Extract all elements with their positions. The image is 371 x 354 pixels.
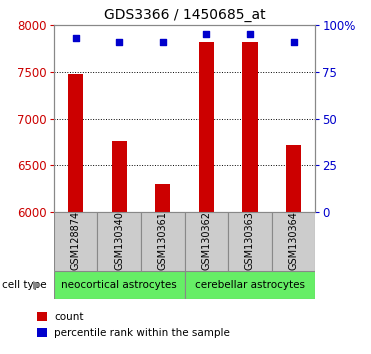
Text: neocortical astrocytes: neocortical astrocytes bbox=[61, 280, 177, 290]
Text: GSM130362: GSM130362 bbox=[201, 211, 211, 270]
Text: GSM128874: GSM128874 bbox=[70, 211, 81, 270]
Bar bbox=[141, 212, 184, 271]
Bar bbox=[228, 212, 272, 271]
Text: GSM130361: GSM130361 bbox=[158, 211, 168, 270]
Point bbox=[203, 31, 209, 37]
Bar bbox=[68, 74, 83, 212]
Point bbox=[116, 39, 122, 45]
Point bbox=[247, 31, 253, 37]
Bar bbox=[54, 271, 184, 299]
Text: GSM130364: GSM130364 bbox=[289, 211, 299, 270]
Point bbox=[290, 39, 296, 45]
Text: cerebellar astrocytes: cerebellar astrocytes bbox=[195, 280, 305, 290]
Bar bbox=[97, 212, 141, 271]
Point bbox=[73, 35, 79, 41]
Bar bbox=[272, 212, 315, 271]
Bar bbox=[155, 184, 170, 212]
Text: GSM130340: GSM130340 bbox=[114, 211, 124, 270]
Text: GSM130363: GSM130363 bbox=[245, 211, 255, 270]
Bar bbox=[112, 141, 127, 212]
Text: percentile rank within the sample: percentile rank within the sample bbox=[54, 328, 230, 338]
Bar bbox=[242, 42, 257, 212]
Point bbox=[160, 39, 166, 45]
Bar bbox=[286, 145, 301, 212]
Title: GDS3366 / 1450685_at: GDS3366 / 1450685_at bbox=[104, 8, 265, 22]
Text: cell type: cell type bbox=[2, 280, 46, 290]
Bar bbox=[199, 42, 214, 212]
Text: ▶: ▶ bbox=[33, 280, 42, 290]
Text: count: count bbox=[54, 312, 84, 322]
Bar bbox=[184, 271, 315, 299]
Bar bbox=[54, 212, 97, 271]
Bar bbox=[184, 212, 228, 271]
